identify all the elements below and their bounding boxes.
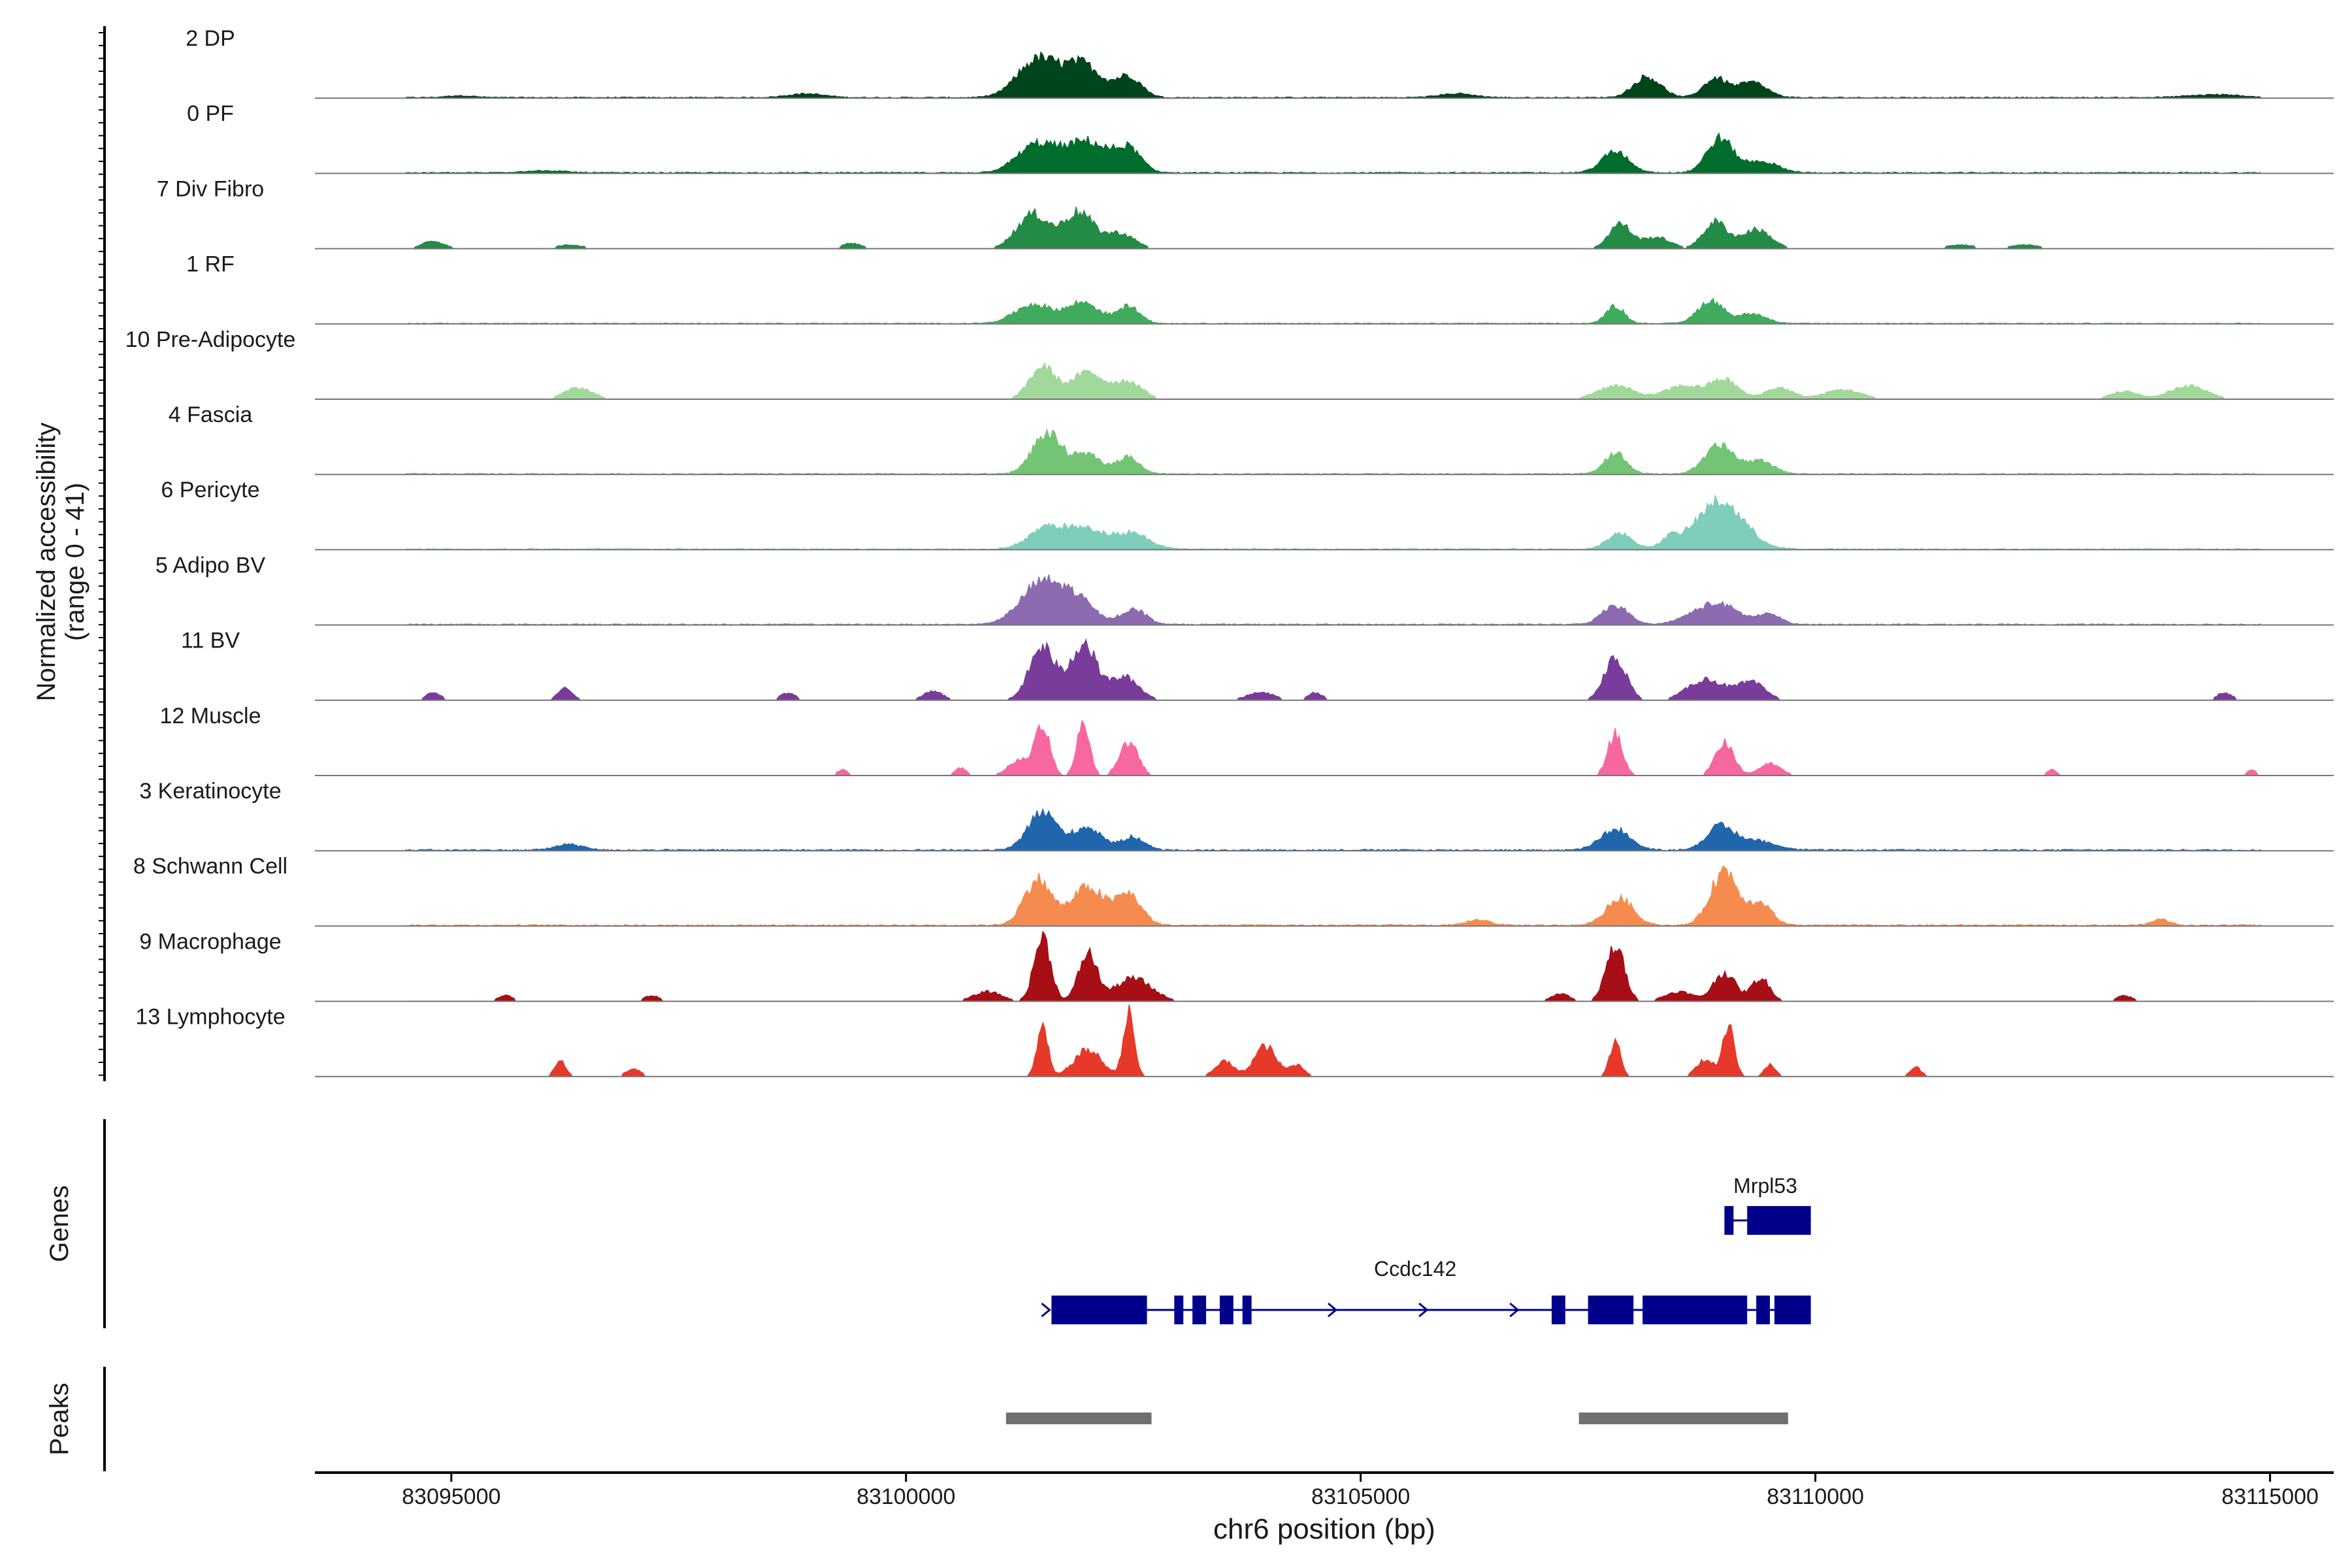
y-axis <box>99 26 106 1081</box>
track-7-div-fibro: 7 Div Fibro <box>157 176 2334 250</box>
genes-track: Mrpl53 Ccdc142 <box>1041 1174 1811 1324</box>
x-axis: 83095000 83100000 83105000 83110000 83115000 <box>402 1473 2319 1509</box>
y-axis-label: Normalized accessibility <box>32 423 61 702</box>
gene-ccdc142: Ccdc142 <box>1041 1257 1811 1324</box>
track-8-schwann-cell: 8 Schwann Cell <box>133 854 2334 927</box>
x-tick-label: 83115000 <box>2221 1484 2319 1509</box>
gene-exon <box>1051 1296 1147 1324</box>
x-tick-label: 83105000 <box>1311 1484 1410 1509</box>
track-11-bv: 11 BV <box>181 629 2334 701</box>
gene-exon <box>1242 1296 1252 1324</box>
gene-exon <box>1219 1296 1233 1324</box>
peaks-track <box>1005 1413 1788 1424</box>
track-label: 2 DP <box>186 26 235 51</box>
track-label: 6 Pericyte <box>161 478 259 502</box>
peak-region <box>1005 1413 1152 1424</box>
track-13-lymphocyte: 13 Lymphocyte <box>135 1004 2334 1077</box>
track-label: 13 Lymphocyte <box>135 1005 285 1030</box>
track-6-pericyte: 6 Pericyte <box>161 478 2334 551</box>
gene-exon <box>1174 1296 1184 1324</box>
track-label: 0 PF <box>187 101 234 126</box>
gene-exon <box>1724 1206 1734 1235</box>
track-label: 4 Fascia <box>169 402 253 427</box>
track-1-rf: 1 RF <box>186 252 2334 325</box>
gene-label: Ccdc142 <box>1374 1257 1456 1281</box>
x-tick-label: 83110000 <box>1767 1484 1864 1509</box>
x-tick-label: 83095000 <box>402 1484 500 1509</box>
gene-exon <box>1551 1296 1565 1324</box>
coverage-tracks: 2 DP 0 PF 7 Div Fibro 1 RF 10 Pre-Adipocyte 4… <box>125 26 2334 1077</box>
track-3-keratinocyte: 3 Keratinocyte <box>139 779 2334 852</box>
track-10-pre-adipocyte: 10 Pre-Adipocyte <box>125 327 2334 400</box>
track-12-muscle: 12 Muscle <box>160 704 2334 776</box>
track-label: 3 Keratinocyte <box>139 779 281 804</box>
track-5-adipo-bv: 5 Adipo BV <box>155 553 2334 626</box>
gene-exon <box>1192 1296 1207 1324</box>
gene-label: Mrpl53 <box>1733 1174 1797 1198</box>
track-label: 7 Div Fibro <box>157 176 264 201</box>
strand-arrow <box>1418 1302 1429 1318</box>
track-label: 5 Adipo BV <box>155 553 266 578</box>
track-label: 10 Pre-Adipocyte <box>125 327 296 352</box>
peak-region <box>1578 1413 1788 1424</box>
gene-exon <box>1642 1296 1748 1324</box>
strand-arrow <box>1509 1302 1520 1318</box>
y-axis-range-label: (range 0 - 41) <box>61 483 90 641</box>
track-label: 11 BV <box>181 629 240 653</box>
track-4-fascia: 4 Fascia <box>169 402 2334 476</box>
peaks-track-label: Peaks <box>45 1382 74 1455</box>
genes-track-label: Genes <box>45 1185 74 1262</box>
gene-mrpl53: Mrpl53 <box>1724 1174 1811 1235</box>
coverage-area <box>405 808 2262 852</box>
track-label: 1 RF <box>186 252 235 277</box>
track-label: 12 Muscle <box>160 704 261 728</box>
x-tick-label: 83100000 <box>857 1484 955 1509</box>
gene-exon <box>1588 1296 1634 1324</box>
gene-exon <box>1774 1296 1811 1324</box>
strand-arrow <box>1327 1302 1338 1318</box>
track-label: 9 Macrophage <box>139 929 281 954</box>
track-2-dp: 2 DP <box>186 26 2334 99</box>
track-9-macrophage: 9 Macrophage <box>139 929 2334 1002</box>
gene-exon <box>1747 1206 1811 1235</box>
x-axis-label: chr6 position (bp) <box>1213 1513 1435 1545</box>
track-label: 8 Schwann Cell <box>133 854 287 879</box>
strand-arrow <box>1041 1302 1051 1318</box>
gene-exon <box>1756 1296 1771 1324</box>
track-0-pf: 0 PF <box>187 101 2334 174</box>
